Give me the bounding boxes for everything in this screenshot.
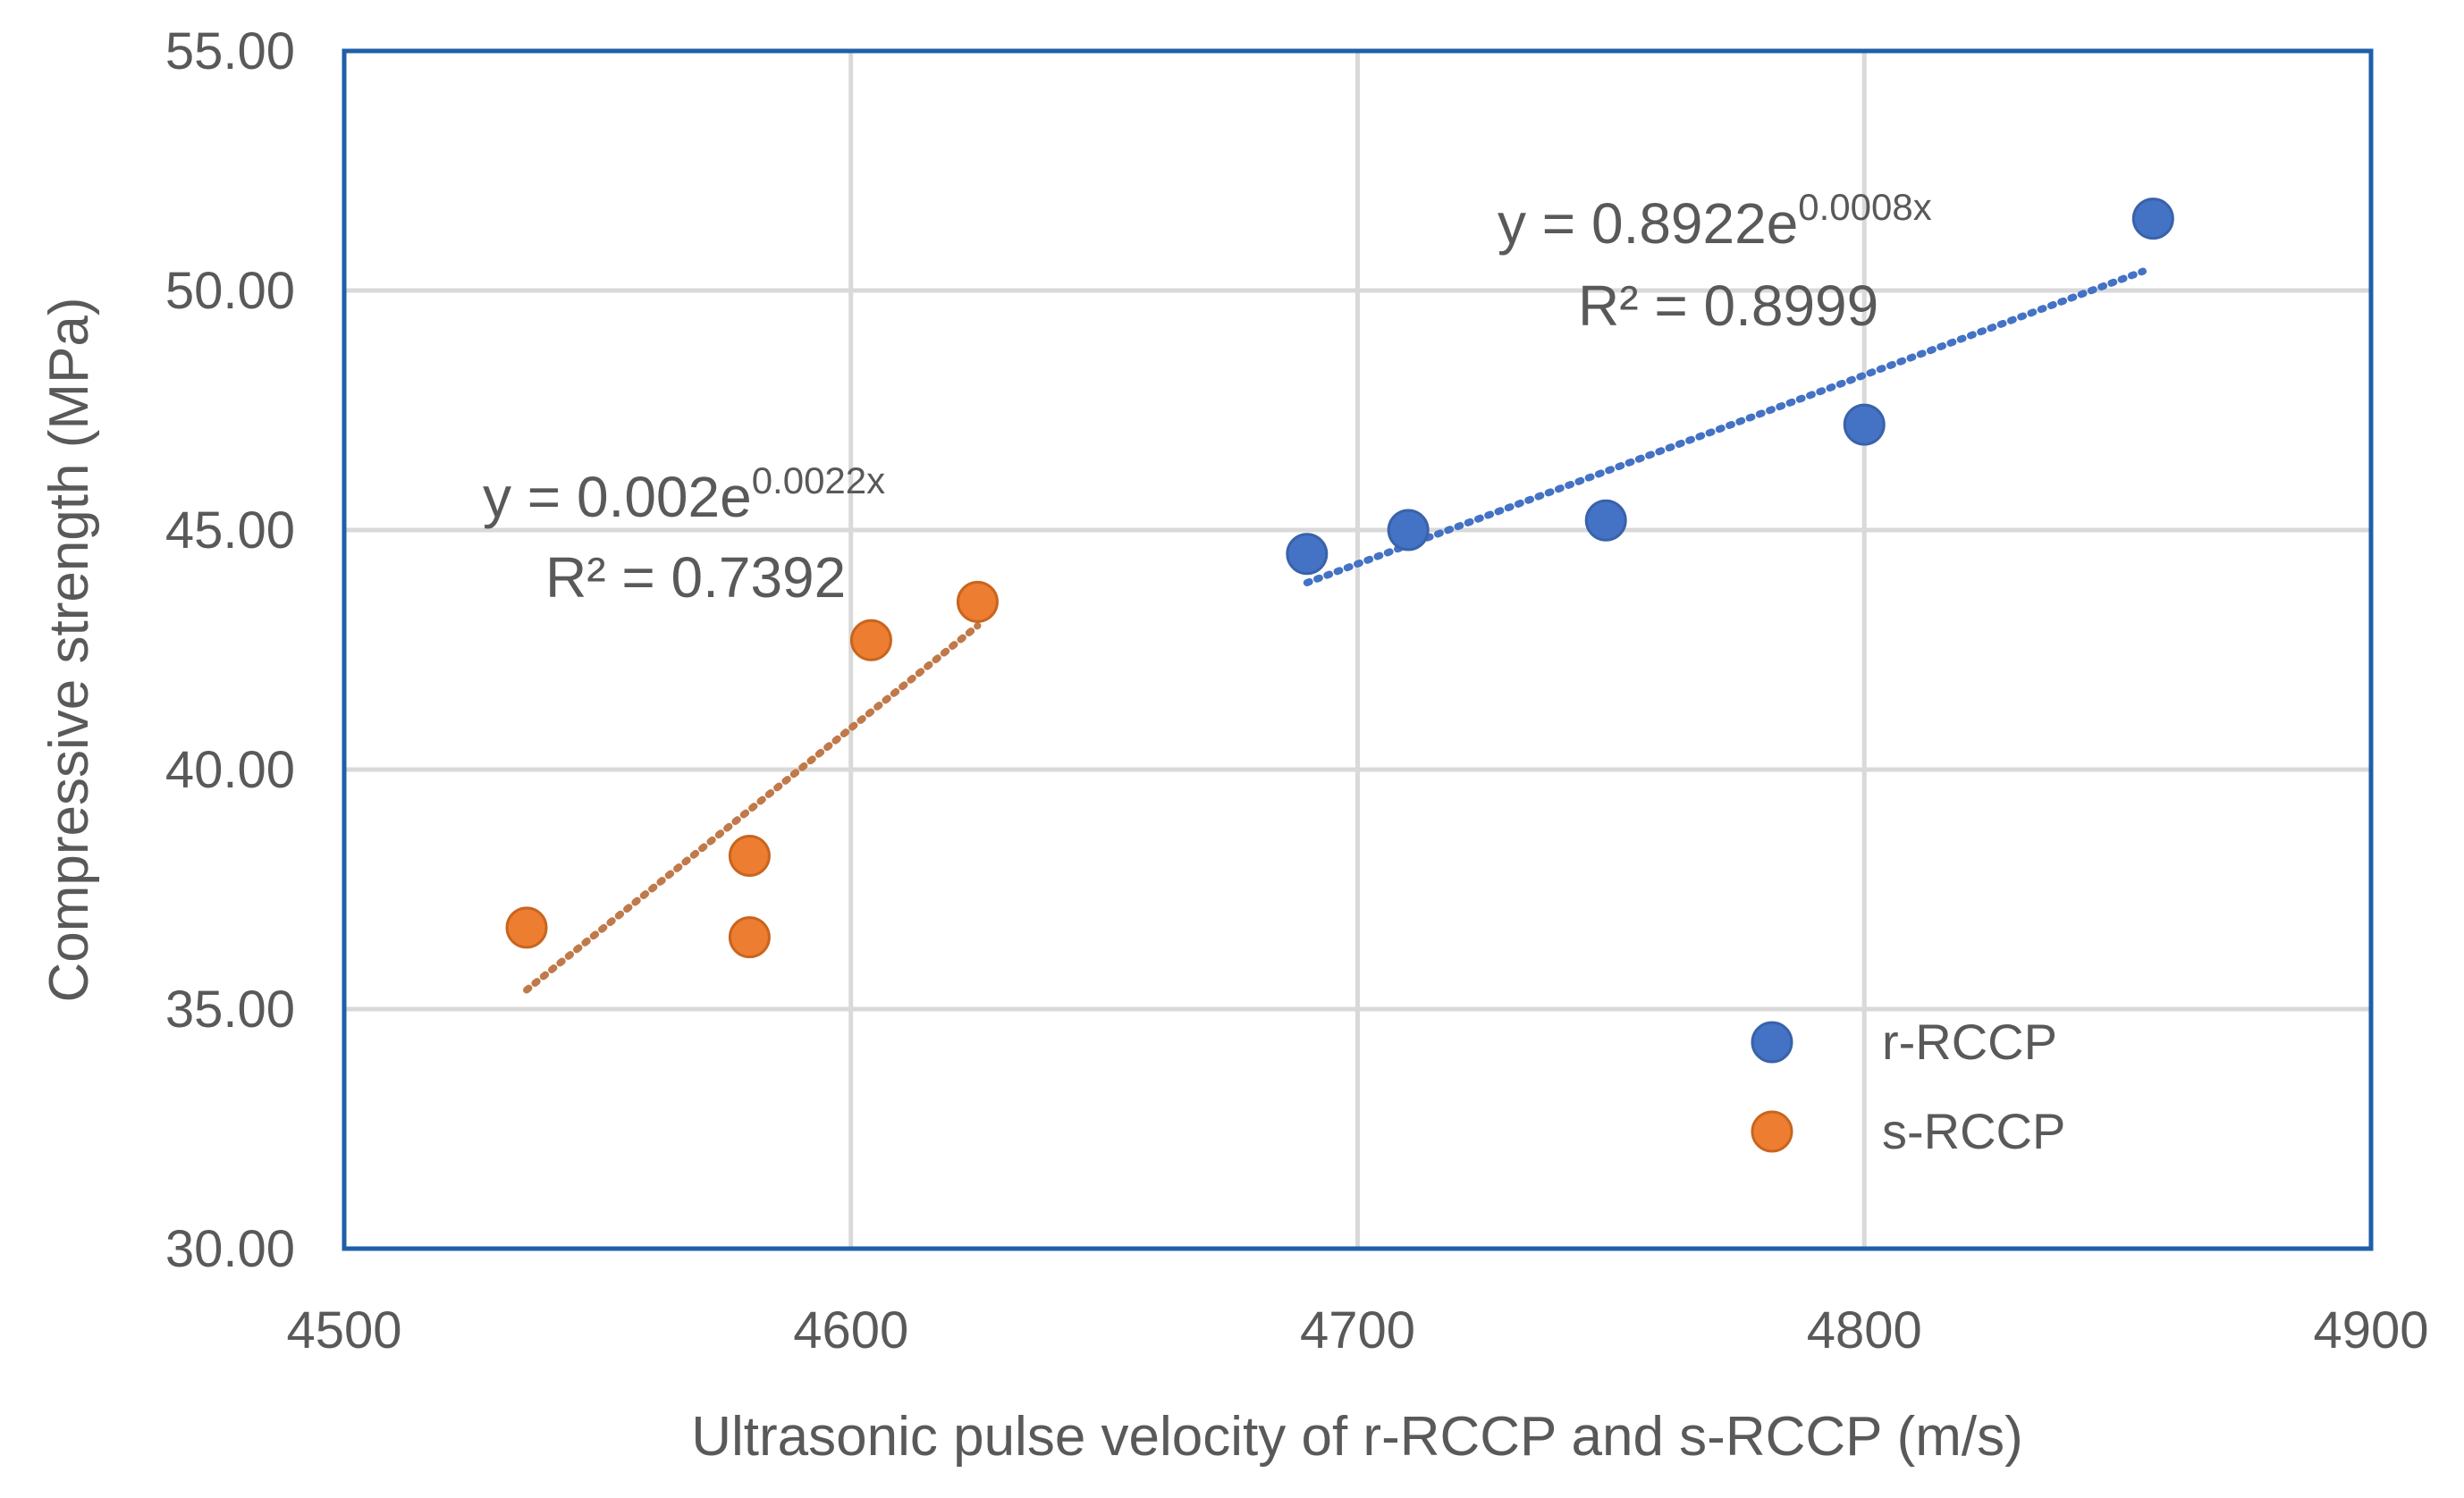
data-points	[505, 198, 2174, 959]
x-tick-label: 4700	[1300, 1301, 1415, 1359]
s-rccp-r2: R² = 0.7392	[545, 545, 846, 610]
x-axis-title: Ultrasonic pulse velocity of r-RCCP and …	[691, 1406, 2023, 1468]
r-RCCP-point	[1387, 509, 1430, 551]
y-axis-ticks: 30.00 35.00 40.00 45.00 50.00 55.00	[165, 22, 295, 1278]
x-tick-label: 4800	[1807, 1301, 1922, 1359]
y-axis-title: Compressive strength (MPa)	[38, 297, 100, 1002]
r-RCCP-point	[1286, 533, 1329, 576]
legend-label-r-rccp: r-RCCP	[1882, 1014, 2057, 1070]
r-rccp-equation: y = 0.8922e0.0008x	[1498, 186, 1932, 256]
y-tick-label: 45.00	[165, 501, 295, 560]
s-RCCP-point	[728, 834, 771, 877]
y-tick-label: 50.00	[165, 262, 295, 320]
y-tick-label: 35.00	[165, 980, 295, 1039]
r-RCCP-point	[1584, 499, 1627, 542]
r-rccp-equation-exponent: 0.0008x	[1798, 186, 1931, 228]
grid-lines	[342, 48, 2374, 1251]
trendlines	[523, 267, 2147, 994]
plot-area-frame	[342, 48, 2374, 1251]
x-tick-label: 4500	[286, 1301, 401, 1359]
s-rccp-equation-exponent: 0.0022x	[752, 459, 885, 501]
s-RCCP-point	[849, 619, 892, 661]
legend-label-s-rccp: s-RCCP	[1882, 1103, 2065, 1159]
y-tick-label: 40.00	[165, 741, 295, 799]
x-tick-label: 4900	[2313, 1301, 2428, 1359]
r-rccp-r2: R² = 0.8999	[1578, 274, 1878, 338]
legend-marker-s-rccp	[1751, 1110, 1793, 1153]
r-rccp-equation-main: y = 0.8922e	[1498, 191, 1798, 256]
s-RCCP-point	[505, 906, 548, 949]
r-RCCP-point	[1843, 403, 1886, 446]
r-RCCP-point	[2131, 198, 2174, 240]
legend: r-RCCP s-RCCP	[1751, 1014, 2065, 1159]
y-tick-label: 55.00	[165, 22, 295, 80]
s-rccp-equation: y = 0.002e0.0022x	[483, 459, 885, 529]
legend-marker-r-rccp	[1751, 1021, 1793, 1064]
r-RCCP-trendline	[1303, 267, 2147, 586]
x-tick-label: 4600	[793, 1301, 908, 1359]
s-rccp-equation-main: y = 0.002e	[483, 465, 752, 529]
s-RCCP-point	[728, 916, 771, 959]
x-axis-ticks: 4500 4600 4700 4800 4900	[286, 1301, 2428, 1359]
y-tick-label: 30.00	[165, 1220, 295, 1278]
s-RCCP-point	[956, 580, 999, 623]
s-RCCP-trendline	[523, 622, 982, 994]
